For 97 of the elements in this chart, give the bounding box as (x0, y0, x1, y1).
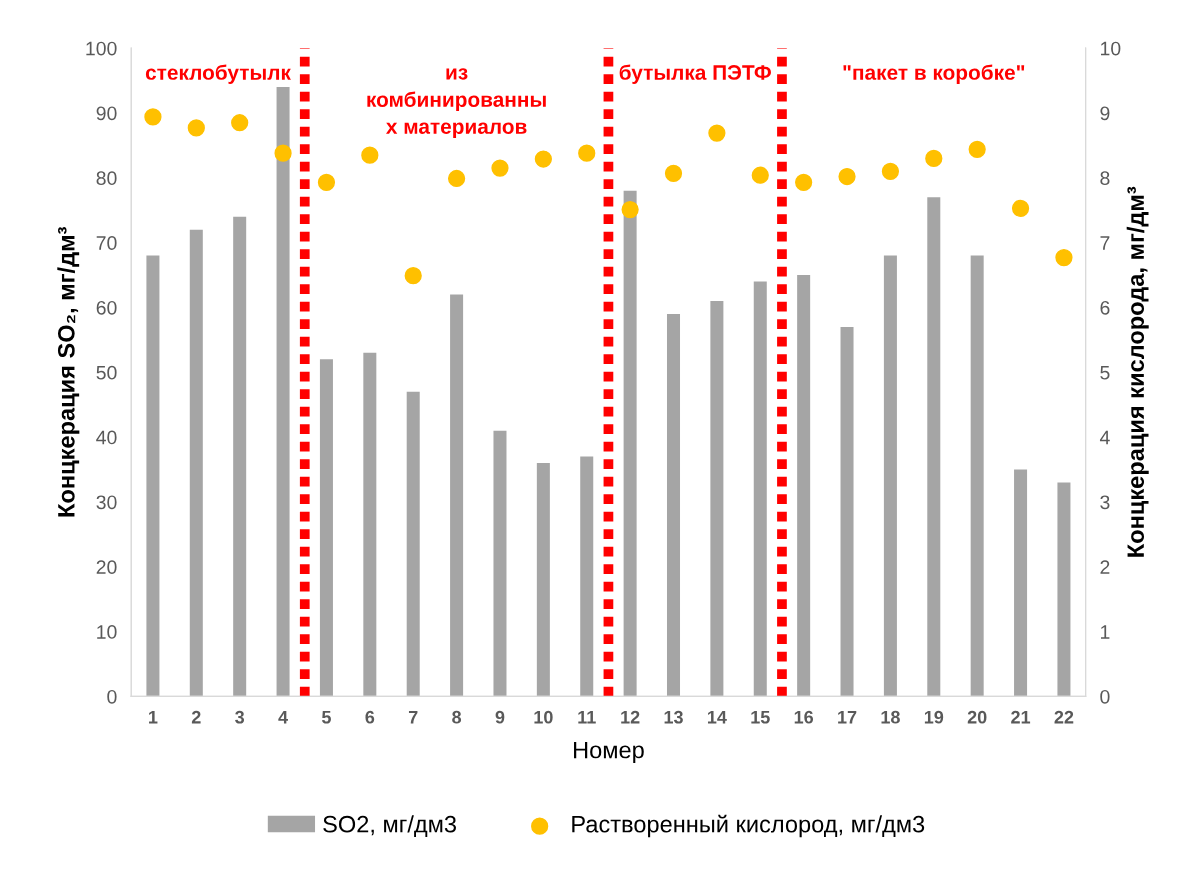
bar (146, 255, 160, 697)
bar (753, 281, 767, 697)
y2-tick-label: 1 (1101, 625, 1110, 639)
point (1055, 248, 1073, 267)
bar (1057, 482, 1071, 697)
y2-tick-label: 8 (1100, 171, 1110, 186)
x-tick-label: 14 (707, 710, 727, 724)
y2-tick-label: 5 (1100, 365, 1110, 380)
bar (233, 216, 247, 697)
annotation: стеклобутылк (145, 64, 291, 84)
bar (797, 275, 811, 697)
legend-label: SO2, мг/дм3 (323, 815, 456, 838)
x-tick-label: 2 (191, 710, 201, 724)
point (491, 159, 509, 177)
point (578, 144, 596, 162)
bar (406, 391, 420, 697)
bar (580, 456, 594, 697)
x-tick-label: 16 (794, 710, 814, 724)
x-tick-label: 1 (149, 710, 158, 724)
point (708, 124, 726, 142)
x-tick-label: 12 (621, 710, 640, 724)
bar (927, 197, 941, 697)
y2-tick-label: 6 (1100, 300, 1110, 315)
x-tick-label: 6 (365, 710, 375, 724)
bar (667, 313, 681, 697)
bar (189, 229, 203, 697)
point (447, 169, 466, 188)
x-tick-label: 18 (881, 710, 900, 724)
y-tick-label: 10 (97, 625, 117, 639)
point (274, 144, 292, 162)
x-tick-label: 7 (408, 710, 418, 724)
x-tick-label: 15 (751, 710, 770, 724)
y-tick-label: 100 (86, 41, 117, 56)
point (664, 164, 683, 182)
x-tick-label: 21 (1011, 710, 1031, 724)
x-tick-label: 9 (495, 710, 505, 724)
y2-tick-label: 3 (1100, 495, 1110, 510)
point (925, 149, 943, 167)
annotation: "пакет в коробке" (843, 64, 1025, 84)
x-tick-label: 22 (1054, 710, 1074, 724)
y2-tick-label: 10 (1101, 41, 1121, 56)
bar (363, 352, 377, 697)
bar (319, 359, 333, 697)
x-tick-label: 3 (235, 710, 245, 724)
y2-tick-label: 2 (1100, 560, 1110, 574)
y-tick-label: 70 (96, 236, 117, 250)
bar (883, 255, 897, 697)
y2-tick-label: 0 (1100, 689, 1110, 704)
bar (536, 463, 550, 697)
y-axis-title: Концкерация SO₂, мг/дм³ (57, 227, 80, 517)
x-tick-label: 10 (534, 710, 553, 724)
x-tick-label: 4 (278, 710, 288, 724)
x-tick-label: 20 (967, 710, 987, 724)
x-tick-label: 19 (924, 710, 944, 724)
point (968, 140, 986, 158)
y2-tick-label: 7 (1100, 236, 1110, 250)
y-tick-label: 40 (96, 430, 117, 445)
y2-axis-title: Концкерация кислорода, мг/дм³ (1126, 186, 1149, 557)
x-tick-label: 5 (321, 710, 331, 724)
x-tick-label: 8 (452, 710, 462, 724)
bar (710, 300, 724, 697)
point (144, 108, 162, 126)
point (881, 162, 900, 180)
point (1011, 199, 1030, 217)
y2-tick-label: 4 (1099, 430, 1110, 445)
bar (450, 294, 464, 697)
bar (970, 255, 984, 697)
y2-tick-label: 9 (1100, 106, 1110, 121)
y-tick-label: 50 (96, 365, 117, 380)
point (795, 173, 813, 191)
point (838, 167, 856, 186)
x-tick-label: 17 (838, 710, 857, 724)
legend-label: Растворенный кислород, мг/дм3 (572, 814, 925, 838)
annotation: из комбинированны х материалов (367, 68, 546, 139)
point (534, 150, 552, 168)
bar (276, 87, 290, 697)
point (361, 146, 379, 164)
point (751, 166, 769, 184)
point (317, 173, 336, 191)
x-tick-label: 13 (664, 710, 683, 724)
y-tick-label: 60 (96, 300, 117, 315)
x-tick-label: 11 (578, 710, 596, 724)
point (231, 114, 249, 132)
x-axis-title: Номер (574, 741, 644, 764)
bar (493, 430, 507, 697)
y-tick-label: 90 (96, 106, 117, 121)
point (404, 267, 422, 285)
bar (840, 326, 854, 697)
annotation: бутылка ПЭТФ (619, 64, 771, 84)
y-tick-label: 80 (96, 171, 117, 186)
bar (623, 190, 637, 697)
y-tick-label: 0 (107, 689, 117, 704)
bar (1014, 469, 1028, 697)
y-tick-label: 20 (96, 560, 117, 575)
point (187, 119, 205, 137)
point (621, 200, 639, 219)
y-tick-label: 30 (96, 495, 117, 510)
